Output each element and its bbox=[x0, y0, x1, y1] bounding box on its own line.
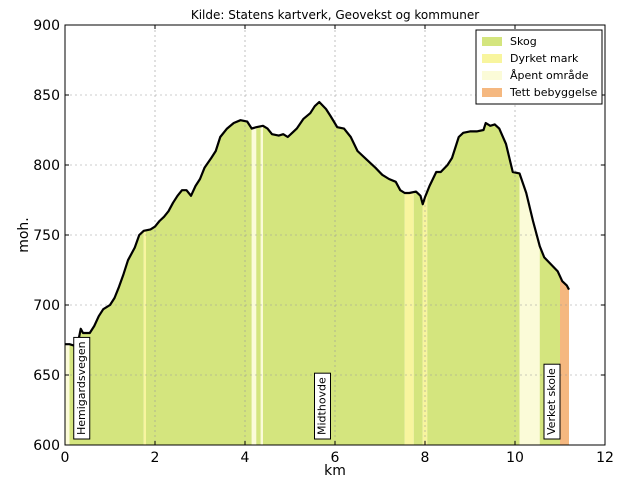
land-cover-segment bbox=[404, 192, 414, 445]
x-tick-label: 4 bbox=[241, 450, 250, 466]
place-label-text: Midthovde bbox=[316, 377, 329, 435]
land-cover-segment bbox=[519, 173, 540, 445]
legend-swatch bbox=[482, 54, 502, 63]
place-label-box bbox=[543, 363, 561, 440]
land-cover-segment bbox=[251, 127, 257, 445]
y-tick-label: 650 bbox=[33, 368, 60, 384]
y-tick-label: 900 bbox=[33, 18, 60, 34]
x-tick-label: 8 bbox=[421, 450, 430, 466]
place-label: Midthovde bbox=[314, 372, 331, 440]
place-label-box bbox=[73, 336, 91, 440]
y-tick-label: 600 bbox=[33, 438, 60, 454]
legend: Skog Dyrket mark Åpent område Tett bebyggel… bbox=[475, 29, 603, 105]
legend-swatch bbox=[482, 71, 502, 80]
y-axis-label: moh. bbox=[16, 217, 32, 253]
grid-lines bbox=[65, 25, 605, 445]
x-axis-label: km bbox=[324, 463, 346, 479]
land-cover-fills bbox=[65, 102, 569, 446]
place-label: Verket skole bbox=[543, 363, 561, 440]
x-axis-ticks: 0 2 4 6 8 10 12 bbox=[61, 25, 614, 466]
y-axis-ticks: 600 650 700 750 800 850 900 bbox=[33, 18, 605, 454]
place-label-text: Hemigardsvegen bbox=[75, 341, 88, 435]
land-cover-segment bbox=[65, 344, 70, 445]
land-cover-segment bbox=[560, 276, 569, 445]
legend-label: Dyrket mark bbox=[510, 52, 579, 65]
y-tick-label: 750 bbox=[33, 228, 60, 244]
land-cover-segment bbox=[427, 123, 520, 445]
land-cover-segment bbox=[263, 102, 405, 445]
place-labels: Hemigardsvegen Midthovde Verket skole bbox=[73, 336, 561, 440]
legend-label: Åpent område bbox=[510, 69, 589, 82]
y-tick-label: 800 bbox=[33, 158, 60, 174]
land-cover-segment bbox=[146, 120, 252, 445]
land-cover-segment bbox=[260, 125, 263, 446]
legend-label: Tett bebyggelse bbox=[509, 86, 598, 99]
x-tick-label: 6 bbox=[331, 450, 340, 466]
y-tick-label: 700 bbox=[33, 298, 60, 314]
place-label-text: Verket skole bbox=[545, 368, 558, 435]
land-cover-segment bbox=[413, 191, 423, 445]
y-tick-label: 850 bbox=[33, 88, 60, 104]
x-tick-label: 2 bbox=[151, 450, 160, 466]
legend-swatch bbox=[482, 88, 502, 97]
legend-label: Skog bbox=[510, 35, 537, 48]
place-label: Hemigardsvegen bbox=[73, 336, 91, 440]
profile-line-group bbox=[65, 100, 570, 347]
x-tick-label: 10 bbox=[506, 450, 524, 466]
land-cover-segment bbox=[422, 191, 428, 445]
place-label-box bbox=[314, 372, 331, 440]
x-tick-label: 12 bbox=[596, 450, 614, 466]
land-cover-segment bbox=[143, 230, 146, 445]
legend-swatch bbox=[482, 37, 502, 46]
elevation-profile-line bbox=[65, 100, 570, 347]
chart-title: Kilde: Statens kartverk, Geovekst og kom… bbox=[191, 8, 479, 22]
x-tick-label: 0 bbox=[61, 450, 70, 466]
land-cover-segment bbox=[256, 126, 261, 446]
